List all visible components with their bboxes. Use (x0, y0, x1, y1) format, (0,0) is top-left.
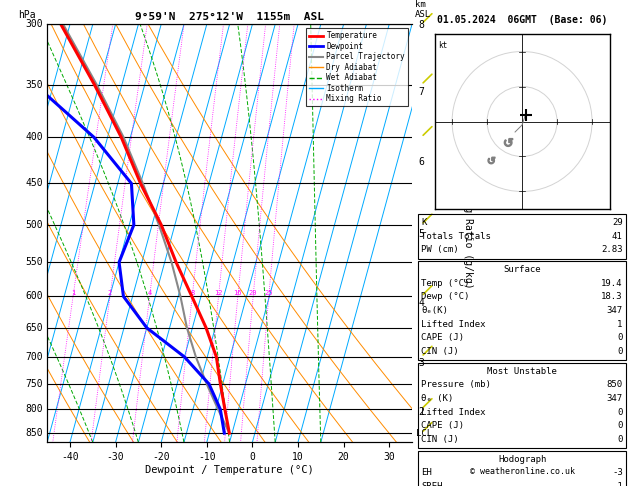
Text: CAPE (J): CAPE (J) (421, 333, 464, 342)
Text: Lifted Index: Lifted Index (421, 408, 486, 417)
Text: 16: 16 (233, 291, 242, 296)
Text: -1: -1 (612, 482, 623, 486)
Text: 0: 0 (617, 347, 623, 356)
Text: Most Unstable: Most Unstable (487, 367, 557, 376)
Text: 1: 1 (71, 291, 75, 296)
Text: 600: 600 (25, 292, 43, 301)
Text: 850: 850 (25, 428, 43, 438)
Text: 750: 750 (25, 379, 43, 389)
Text: 850: 850 (606, 381, 623, 389)
Text: 18.3: 18.3 (601, 293, 623, 301)
Text: Totals Totals: Totals Totals (421, 232, 491, 241)
Text: km
ASL: km ASL (415, 0, 431, 19)
Text: 29: 29 (612, 218, 623, 227)
Text: 20: 20 (249, 291, 257, 296)
Text: 1: 1 (617, 320, 623, 329)
Text: kt: kt (438, 41, 447, 50)
Text: 347: 347 (606, 394, 623, 403)
Text: 0: 0 (617, 435, 623, 444)
Text: 0: 0 (617, 421, 623, 430)
Text: 41: 41 (612, 232, 623, 241)
Text: 0: 0 (617, 333, 623, 342)
Text: 550: 550 (25, 257, 43, 267)
Text: 0: 0 (617, 408, 623, 417)
Text: SREH: SREH (421, 482, 443, 486)
Y-axis label: Mixing Ratio (g/kg): Mixing Ratio (g/kg) (463, 177, 473, 289)
Text: Surface: Surface (503, 265, 541, 274)
Text: Dewp (°C): Dewp (°C) (421, 293, 470, 301)
Text: θₑ (K): θₑ (K) (421, 394, 454, 403)
Text: 2: 2 (108, 291, 112, 296)
Text: 12: 12 (214, 291, 223, 296)
Text: 4: 4 (147, 291, 152, 296)
Text: 800: 800 (25, 404, 43, 415)
Text: 8: 8 (190, 291, 194, 296)
Text: 19.4: 19.4 (601, 279, 623, 288)
Text: CIN (J): CIN (J) (421, 347, 459, 356)
Text: 347: 347 (606, 306, 623, 315)
Text: -3: -3 (612, 469, 623, 477)
Text: PW (cm): PW (cm) (421, 245, 459, 254)
Text: hPa: hPa (18, 10, 36, 20)
Legend: Temperature, Dewpoint, Parcel Trajectory, Dry Adiabat, Wet Adiabat, Isotherm, Mi: Temperature, Dewpoint, Parcel Trajectory… (306, 28, 408, 106)
Text: Temp (°C): Temp (°C) (421, 279, 470, 288)
X-axis label: Dewpoint / Temperature (°C): Dewpoint / Temperature (°C) (145, 465, 314, 475)
Text: 500: 500 (25, 220, 43, 230)
Text: K: K (421, 218, 427, 227)
Text: LCL: LCL (416, 429, 431, 437)
Text: 650: 650 (25, 323, 43, 333)
Text: 01.05.2024  06GMT  (Base: 06): 01.05.2024 06GMT (Base: 06) (437, 15, 607, 25)
Text: 400: 400 (25, 132, 43, 142)
Text: © weatheronline.co.uk: © weatheronline.co.uk (470, 467, 574, 476)
Text: CIN (J): CIN (J) (421, 435, 459, 444)
Title: 9°59'N  275°12'W  1155m  ASL: 9°59'N 275°12'W 1155m ASL (135, 12, 324, 22)
Text: 25: 25 (265, 291, 273, 296)
Text: 450: 450 (25, 178, 43, 189)
Text: 2.83: 2.83 (601, 245, 623, 254)
Text: Hodograph: Hodograph (498, 455, 546, 464)
Text: Lifted Index: Lifted Index (421, 320, 486, 329)
Text: 700: 700 (25, 352, 43, 362)
Text: Pressure (mb): Pressure (mb) (421, 381, 491, 389)
Text: θₑ(K): θₑ(K) (421, 306, 448, 315)
Text: 350: 350 (25, 80, 43, 90)
Text: CAPE (J): CAPE (J) (421, 421, 464, 430)
Text: EH: EH (421, 469, 432, 477)
Text: 300: 300 (25, 19, 43, 29)
